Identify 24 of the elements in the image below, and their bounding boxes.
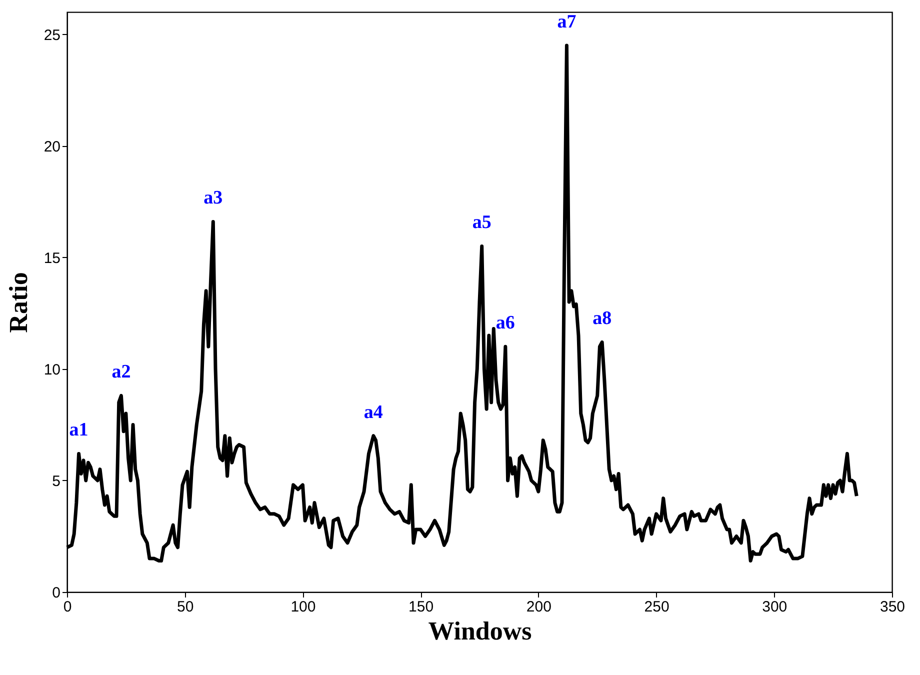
- x-tick-label: 50: [177, 598, 194, 616]
- annotation: a1: [69, 420, 88, 441]
- annotation: a4: [364, 402, 384, 423]
- annotation: a6: [496, 312, 515, 334]
- y-tick-label: 10: [44, 361, 60, 378]
- y-tick-label: 25: [44, 26, 60, 44]
- y-tick-label: 5: [52, 472, 60, 490]
- x-tick-label: 150: [408, 598, 434, 616]
- x-tick-label: 100: [290, 598, 316, 616]
- annotation: a5: [472, 212, 492, 234]
- annotation: a2: [112, 362, 131, 383]
- x-axis-title: Windows: [428, 616, 532, 646]
- x-tick-label: 0: [63, 598, 72, 616]
- annotation: a7: [557, 11, 577, 32]
- x-tick-label: 200: [526, 598, 552, 616]
- y-axis-title: Ratio: [4, 272, 33, 333]
- y-tick-label: 20: [44, 138, 60, 156]
- x-tick-label: 350: [880, 598, 906, 616]
- x-tick-label: 300: [762, 598, 788, 616]
- y-tick-label: 0: [52, 584, 60, 602]
- x-tick-label: 250: [644, 598, 670, 616]
- annotation: a3: [204, 188, 223, 209]
- annotation: a8: [592, 308, 612, 330]
- y-tick-label: 15: [44, 250, 60, 267]
